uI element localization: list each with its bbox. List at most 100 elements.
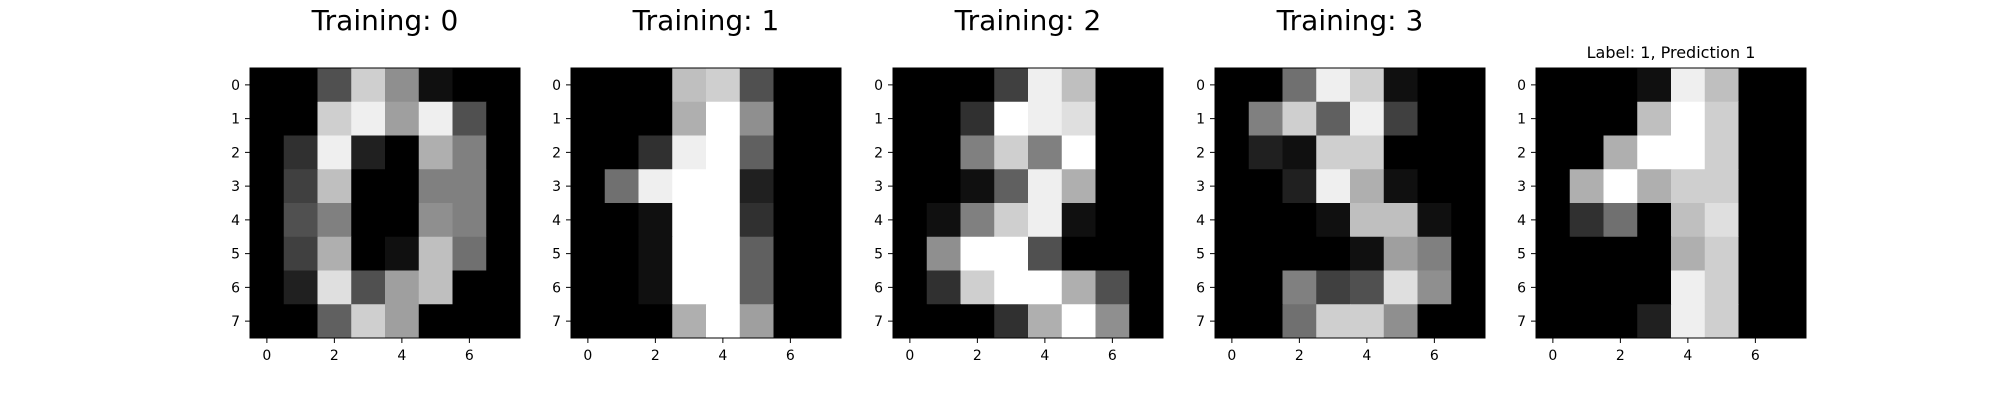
pixel-cell bbox=[1215, 236, 1250, 271]
pixel-cell bbox=[807, 135, 842, 170]
pixel-cell bbox=[994, 68, 1029, 103]
pixel-cell bbox=[1282, 68, 1317, 103]
pixel-cell bbox=[351, 135, 386, 170]
pixel-cell bbox=[960, 270, 995, 305]
pixel-cell bbox=[807, 101, 842, 136]
pixel-cell bbox=[1350, 236, 1385, 271]
pixel-cell bbox=[1451, 270, 1486, 305]
pixel-cell bbox=[1603, 304, 1638, 339]
pixel-cell bbox=[1738, 304, 1773, 339]
pixel-cell bbox=[452, 169, 487, 204]
pixel-cell bbox=[994, 203, 1029, 238]
y-tick-label: 3 bbox=[1517, 179, 1526, 195]
pixel-cell bbox=[1704, 203, 1739, 238]
pixel-cell bbox=[739, 169, 774, 204]
pixel-cell bbox=[994, 236, 1029, 271]
y-tick-label: 2 bbox=[1196, 145, 1205, 161]
pixel-cell bbox=[1215, 203, 1250, 238]
pixel-cell bbox=[1417, 169, 1452, 204]
pixel-cell bbox=[486, 169, 521, 204]
pixel-cell bbox=[1350, 169, 1385, 204]
pixel-cell bbox=[672, 236, 707, 271]
pixel-cell bbox=[1383, 68, 1418, 103]
pixel-cell bbox=[1704, 270, 1739, 305]
pixel-cell bbox=[706, 304, 741, 339]
pixel-cell bbox=[1637, 68, 1672, 103]
pixel-cell bbox=[1637, 135, 1672, 170]
digit-panel-0: Training: 0 0 2 4 6 0 1 2 3 4 5 6 7 bbox=[231, 4, 521, 364]
pixel-cell bbox=[571, 135, 606, 170]
pixel-cell bbox=[250, 169, 285, 204]
pixel-cell bbox=[1772, 101, 1807, 136]
pixel-cell bbox=[351, 203, 386, 238]
pixel-cell bbox=[1383, 203, 1418, 238]
pixel-cell bbox=[571, 68, 606, 103]
x-tick-label: 6 bbox=[786, 348, 795, 364]
pixel-cell bbox=[1095, 135, 1130, 170]
pixel-cell bbox=[486, 304, 521, 339]
pixel-cell bbox=[1215, 304, 1250, 339]
pixel-cell bbox=[1316, 68, 1351, 103]
pixel-cell bbox=[739, 101, 774, 136]
pixel-cell bbox=[638, 68, 673, 103]
panel-frame bbox=[892, 67, 1164, 339]
pixel-cell bbox=[1704, 135, 1739, 170]
pixel-cell bbox=[1316, 270, 1351, 305]
pixel-cell bbox=[960, 68, 995, 103]
digit-panel-3: Training: 3 0 2 4 6 0 1 2 3 4 5 6 7 bbox=[1196, 4, 1486, 364]
pixel-cell bbox=[604, 304, 639, 339]
pixel-cell bbox=[351, 304, 386, 339]
pixel-cell bbox=[672, 68, 707, 103]
pixel-cell bbox=[317, 169, 352, 204]
pixel-cell bbox=[893, 236, 928, 271]
pixel-cell bbox=[1316, 304, 1351, 339]
pixel-cell bbox=[452, 101, 487, 136]
pixel-cell bbox=[1248, 68, 1283, 103]
pixel-cell bbox=[994, 135, 1029, 170]
pixel-cell bbox=[1451, 135, 1486, 170]
pixel-cell bbox=[317, 203, 352, 238]
pixel-cell bbox=[1637, 304, 1672, 339]
pixel-cell bbox=[773, 203, 808, 238]
y-tick-label: 1 bbox=[231, 112, 240, 128]
y-tick-label: 4 bbox=[552, 213, 561, 229]
pixel-cell bbox=[807, 304, 842, 339]
pixel-cell bbox=[1282, 236, 1317, 271]
pixel-cell bbox=[1417, 203, 1452, 238]
pixel-cell bbox=[1282, 304, 1317, 339]
pixel-cell bbox=[807, 270, 842, 305]
pixel-cell bbox=[1350, 135, 1385, 170]
pixel-cell bbox=[926, 304, 961, 339]
pixel-cell bbox=[1282, 135, 1317, 170]
pixel-cell bbox=[807, 236, 842, 271]
pixel-cell bbox=[926, 68, 961, 103]
y-tick-label: 5 bbox=[1517, 247, 1526, 263]
y-tick-label: 2 bbox=[552, 145, 561, 161]
pixel-cell bbox=[250, 304, 285, 339]
x-tick-label: 2 bbox=[330, 348, 339, 364]
digit-panel-2: Training: 2 0 2 4 6 0 1 2 3 4 5 6 7 bbox=[874, 4, 1164, 364]
pixel-cell bbox=[452, 270, 487, 305]
pixel-cell bbox=[351, 169, 386, 204]
pixel-cell bbox=[672, 169, 707, 204]
pixel-cell bbox=[1451, 68, 1486, 103]
panel-title: Training: 1 bbox=[632, 4, 780, 37]
pixel-cell bbox=[385, 101, 420, 136]
pixel-cell bbox=[1417, 304, 1452, 339]
panel-frame bbox=[570, 67, 842, 339]
x-tick-label: 2 bbox=[1616, 348, 1625, 364]
pixel-cell bbox=[1671, 203, 1706, 238]
pixel-cell bbox=[1129, 270, 1164, 305]
pixel-cell bbox=[994, 101, 1029, 136]
pixel-cell bbox=[638, 270, 673, 305]
pixel-cell bbox=[1704, 236, 1739, 271]
pixel-cell bbox=[739, 68, 774, 103]
pixel-cell bbox=[706, 236, 741, 271]
y-tick-label: 4 bbox=[1517, 213, 1526, 229]
pixel-cell bbox=[250, 270, 285, 305]
pixel-cell bbox=[1129, 169, 1164, 204]
pixel-cell bbox=[351, 68, 386, 103]
pixel-cell bbox=[317, 135, 352, 170]
pixel-cell bbox=[1772, 135, 1807, 170]
pixel-cell bbox=[1248, 203, 1283, 238]
